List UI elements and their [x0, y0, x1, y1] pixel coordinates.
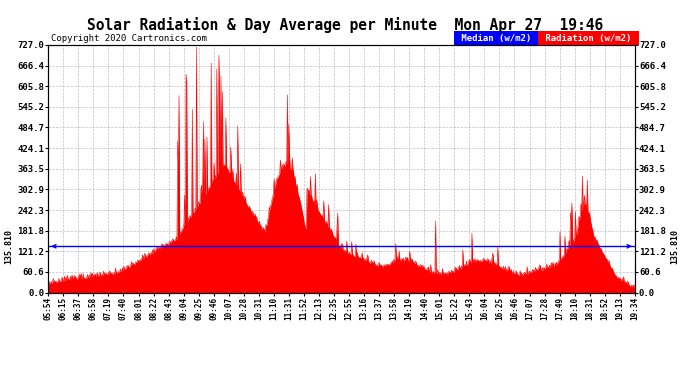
Text: 135.810: 135.810	[4, 229, 13, 264]
Text: Copyright 2020 Cartronics.com: Copyright 2020 Cartronics.com	[51, 33, 207, 42]
Text: Median (w/m2): Median (w/m2)	[456, 33, 537, 42]
Text: Radiation (w/m2): Radiation (w/m2)	[540, 33, 637, 42]
Text: Solar Radiation & Day Average per Minute  Mon Apr 27  19:46: Solar Radiation & Day Average per Minute…	[87, 17, 603, 33]
Text: 135.810: 135.810	[670, 229, 679, 264]
